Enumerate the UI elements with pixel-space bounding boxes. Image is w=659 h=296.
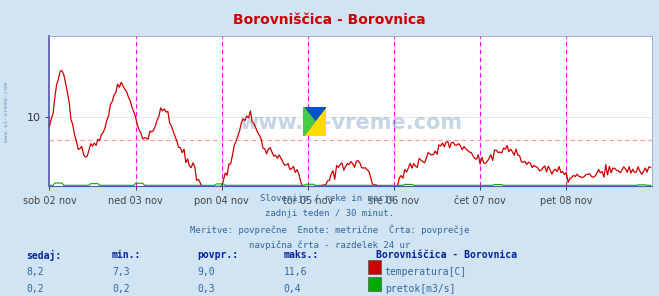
Text: 7,3: 7,3	[112, 267, 130, 277]
Polygon shape	[303, 107, 326, 136]
Polygon shape	[303, 107, 326, 136]
Text: Slovenija / reke in morje.: Slovenija / reke in morje.	[260, 194, 399, 203]
Text: min.:: min.:	[112, 250, 142, 260]
Text: 0,3: 0,3	[198, 284, 215, 294]
Text: sedaj:: sedaj:	[26, 250, 61, 261]
Text: temperatura[C]: temperatura[C]	[385, 267, 467, 277]
Text: www.si-vreme.com: www.si-vreme.com	[239, 113, 463, 133]
Text: Borovniščica - Borovnica: Borovniščica - Borovnica	[233, 13, 426, 27]
Text: Borovniščica - Borovnica: Borovniščica - Borovnica	[376, 250, 517, 260]
Text: 0,4: 0,4	[283, 284, 301, 294]
Text: 8,2: 8,2	[26, 267, 44, 277]
Polygon shape	[303, 107, 315, 136]
Text: 11,6: 11,6	[283, 267, 307, 277]
Text: povpr.:: povpr.:	[198, 250, 239, 260]
Text: pretok[m3/s]: pretok[m3/s]	[385, 284, 455, 294]
Text: 0,2: 0,2	[26, 284, 44, 294]
Text: maks.:: maks.:	[283, 250, 318, 260]
Text: Meritve: povprečne  Enote: metrične  Črta: povprečje: Meritve: povprečne Enote: metrične Črta:…	[190, 225, 469, 235]
Text: zadnji teden / 30 minut.: zadnji teden / 30 minut.	[265, 209, 394, 218]
Text: www.si-vreme.com: www.si-vreme.com	[4, 83, 9, 142]
Text: 9,0: 9,0	[198, 267, 215, 277]
Text: 0,2: 0,2	[112, 284, 130, 294]
Text: navpična črta - razdelek 24 ur: navpična črta - razdelek 24 ur	[249, 240, 410, 250]
